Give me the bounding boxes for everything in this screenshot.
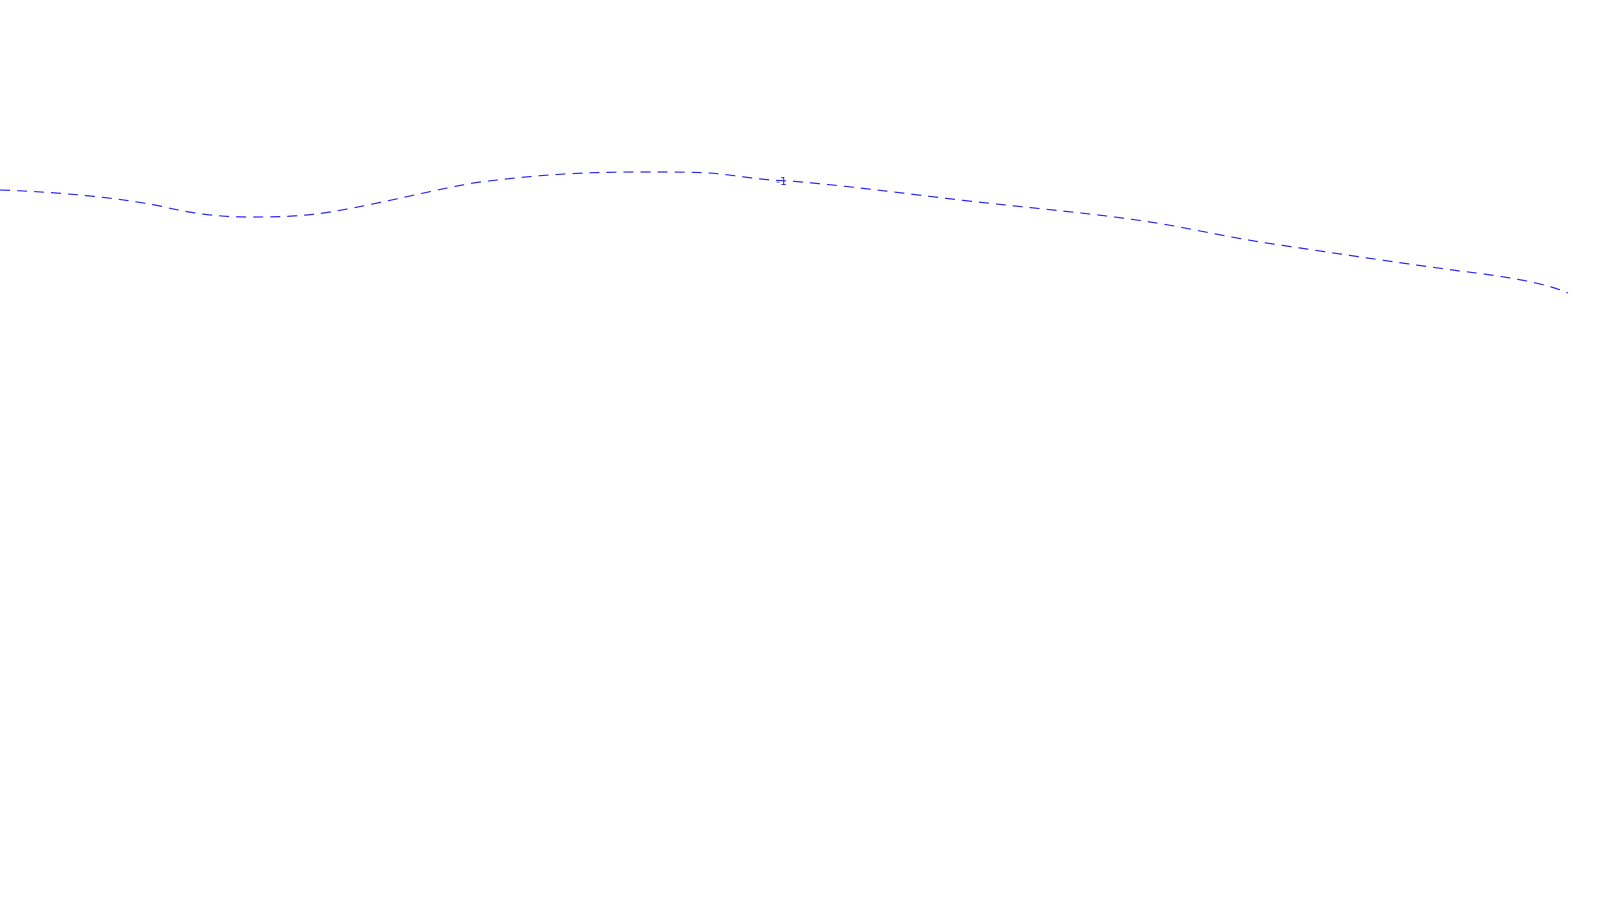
contour-line (0, 171, 1569, 294)
contour-level-label: -1 (776, 175, 787, 188)
